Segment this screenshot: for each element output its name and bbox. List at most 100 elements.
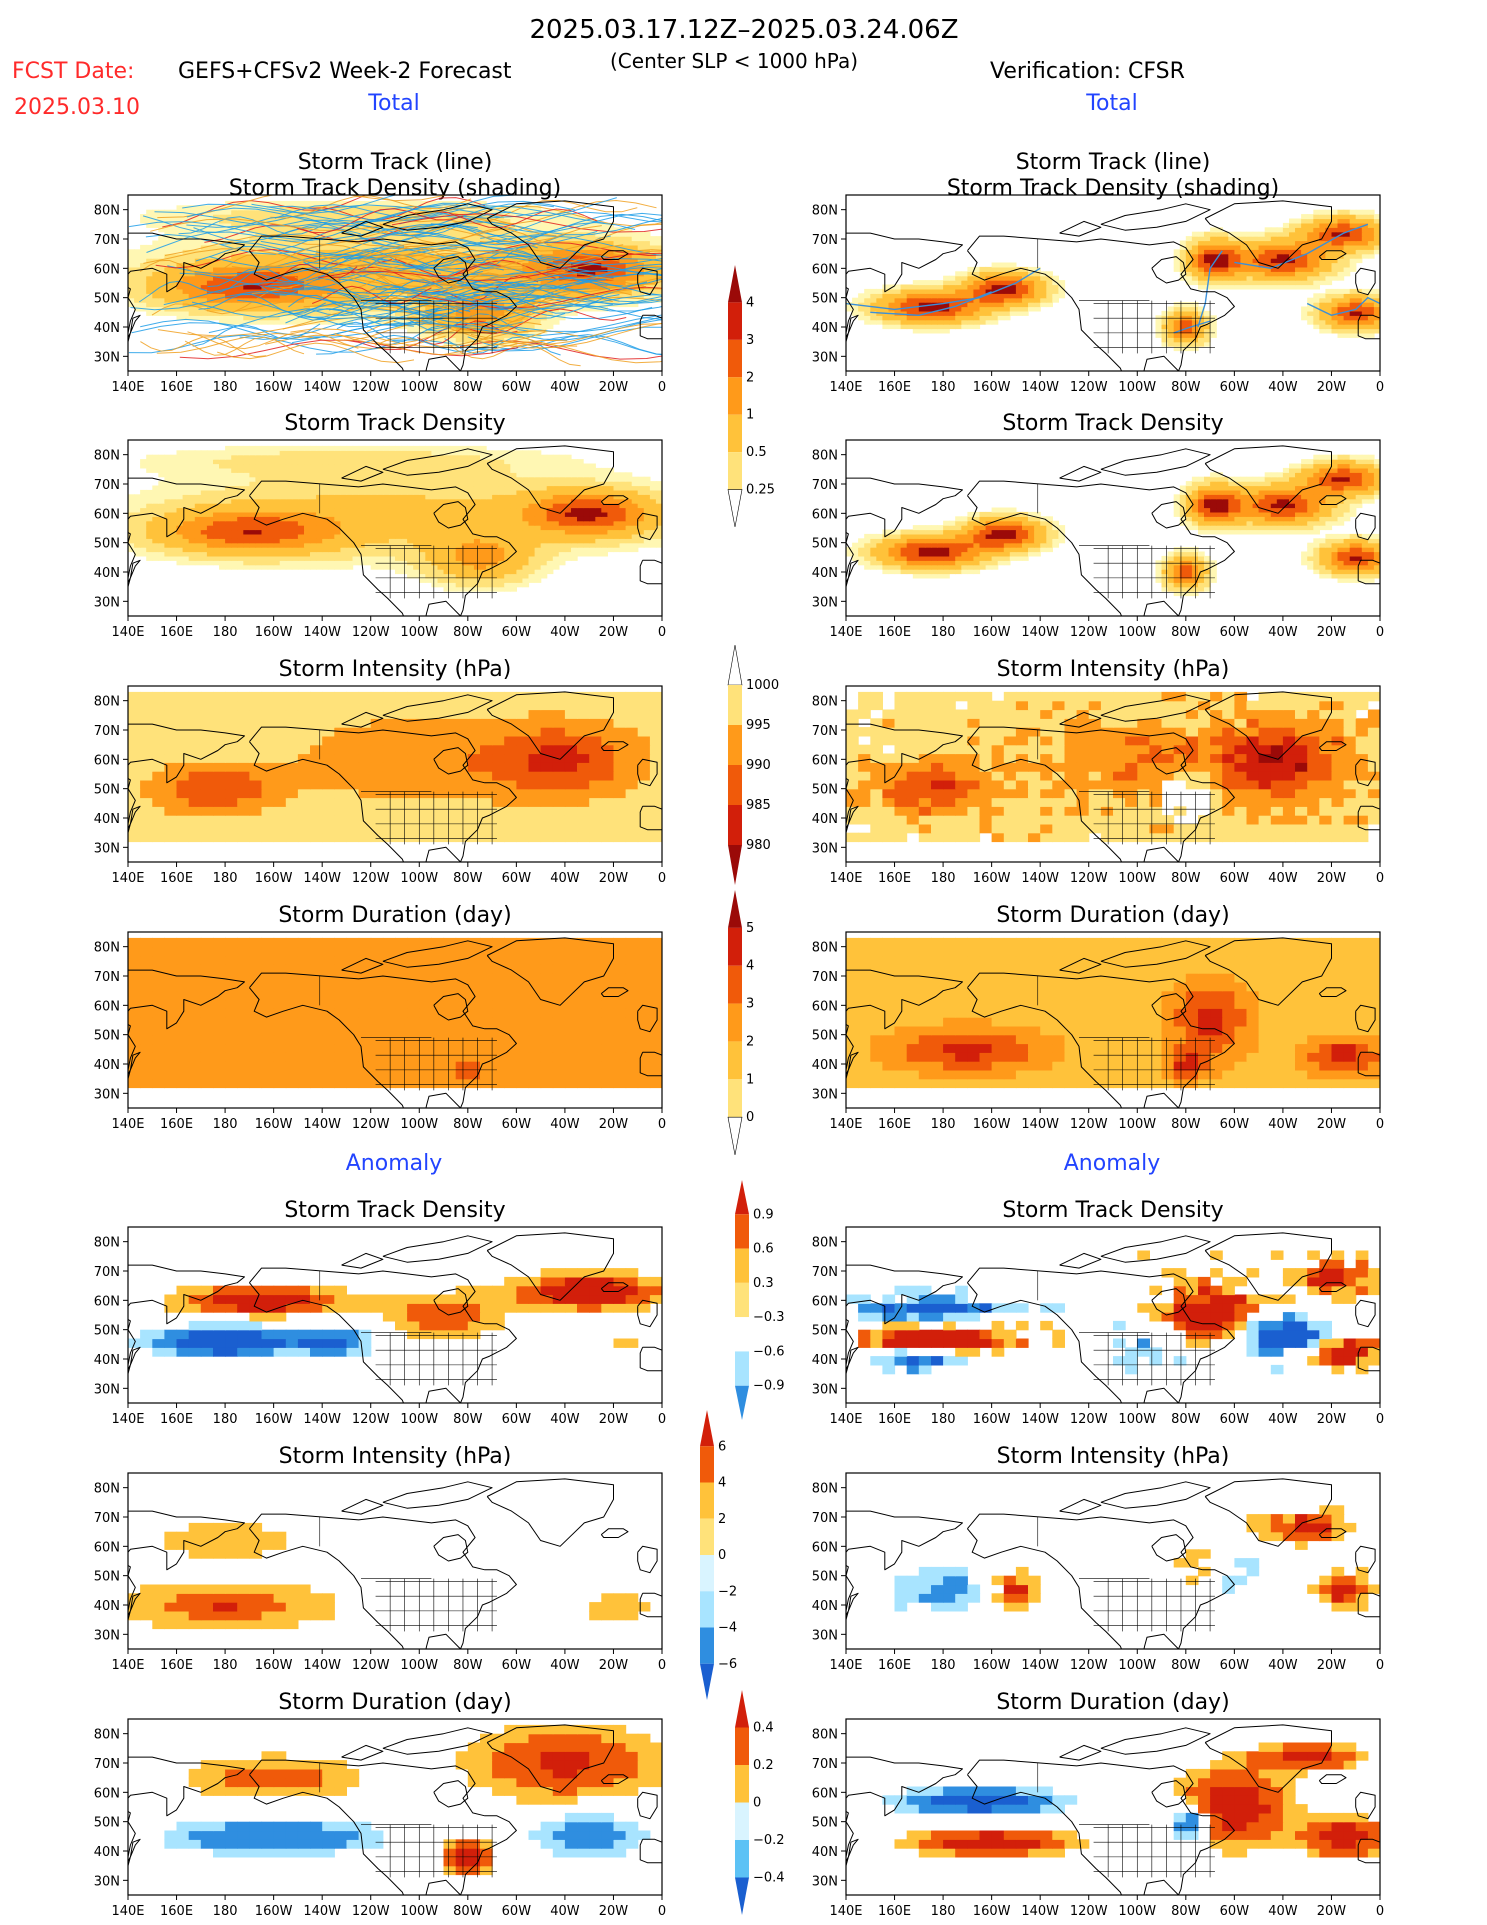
field-cell bbox=[1361, 310, 1369, 316]
field-cell bbox=[194, 205, 202, 211]
field-cell bbox=[206, 315, 214, 321]
field-cell bbox=[1301, 218, 1308, 224]
field-cell bbox=[937, 302, 944, 308]
field-cell bbox=[419, 564, 426, 570]
field-cell bbox=[219, 529, 226, 535]
field-cell bbox=[534, 533, 542, 539]
field-cell bbox=[1185, 315, 1193, 321]
field-cell bbox=[1167, 337, 1175, 343]
field-cell bbox=[589, 240, 596, 246]
x-tick-label: 140E bbox=[829, 380, 862, 395]
field-cell bbox=[443, 529, 451, 535]
field-cell bbox=[455, 555, 463, 561]
field-cell bbox=[571, 310, 578, 316]
field-cell bbox=[206, 310, 214, 316]
field-cell bbox=[540, 214, 548, 220]
field-cell bbox=[213, 284, 220, 290]
field-cell bbox=[492, 236, 499, 242]
field-cell bbox=[1355, 240, 1363, 246]
field-cell bbox=[425, 564, 432, 570]
field-cell bbox=[328, 520, 335, 526]
field-cell bbox=[376, 302, 384, 308]
field-cell bbox=[1282, 275, 1290, 281]
field-cell bbox=[237, 275, 244, 281]
field-cell bbox=[134, 249, 141, 255]
field-cell bbox=[388, 275, 396, 281]
field-cell bbox=[231, 302, 238, 308]
field-cell bbox=[273, 293, 281, 299]
field-cell bbox=[486, 280, 493, 286]
field-cell bbox=[516, 511, 524, 517]
field-cell bbox=[322, 244, 329, 250]
field-cell bbox=[973, 280, 981, 286]
field-cell bbox=[382, 547, 390, 553]
field-cell bbox=[267, 516, 275, 522]
storm-track-line bbox=[1306, 296, 1380, 317]
field-cell bbox=[291, 306, 299, 312]
field-cell bbox=[431, 319, 439, 325]
field-cell bbox=[188, 284, 196, 290]
field-cell bbox=[291, 538, 299, 544]
field-cell bbox=[473, 209, 481, 215]
field-cell bbox=[1319, 302, 1326, 308]
field-cell bbox=[231, 315, 238, 321]
field-cell bbox=[991, 266, 999, 272]
field-cell bbox=[128, 529, 135, 535]
field-cell bbox=[882, 324, 890, 330]
field-cell bbox=[273, 516, 281, 522]
field-cell bbox=[358, 205, 366, 211]
field-cell bbox=[931, 293, 938, 299]
field-cell bbox=[340, 542, 348, 548]
field-cell bbox=[140, 538, 147, 544]
field-cell bbox=[894, 324, 902, 330]
field-cell bbox=[419, 328, 426, 334]
field-cell bbox=[583, 258, 590, 264]
field-cell bbox=[973, 310, 981, 316]
field-cell bbox=[943, 302, 950, 308]
field-cell bbox=[949, 280, 956, 286]
field-cell bbox=[937, 324, 944, 330]
field-cell bbox=[1015, 302, 1023, 308]
field-cell bbox=[1240, 280, 1248, 286]
field-cell bbox=[595, 503, 602, 509]
field-cell bbox=[522, 266, 530, 272]
field-cell bbox=[395, 542, 402, 548]
field-cell bbox=[1337, 324, 1345, 330]
field-cell bbox=[1034, 306, 1041, 312]
field-cell bbox=[1191, 262, 1199, 268]
field-cell bbox=[1246, 253, 1254, 259]
field-cell bbox=[571, 551, 578, 557]
storm-track-line bbox=[274, 195, 514, 219]
field-cell bbox=[188, 258, 196, 264]
field-cell bbox=[237, 533, 244, 539]
field-cell bbox=[655, 511, 662, 517]
field-cell bbox=[595, 551, 602, 557]
field-cell bbox=[279, 205, 287, 211]
field-cell bbox=[558, 547, 566, 553]
field-cell bbox=[1355, 306, 1363, 312]
field-cell bbox=[1343, 310, 1351, 316]
field-cell bbox=[243, 511, 250, 517]
field-cell bbox=[1337, 315, 1345, 321]
field-cell bbox=[1307, 315, 1314, 321]
field-cell bbox=[1276, 280, 1284, 286]
field-cell bbox=[943, 288, 950, 294]
field-cell bbox=[1185, 319, 1193, 325]
field-cell bbox=[255, 258, 263, 264]
field-cell bbox=[279, 302, 287, 308]
field-cell bbox=[231, 319, 238, 325]
field-cell bbox=[388, 266, 396, 272]
field-cell bbox=[900, 293, 908, 299]
field-cell bbox=[1301, 253, 1308, 259]
field-cell bbox=[328, 560, 335, 566]
field-cell bbox=[352, 262, 360, 268]
field-cell bbox=[1252, 266, 1260, 272]
field-cell bbox=[625, 503, 633, 509]
field-cell bbox=[206, 498, 214, 504]
field-cell bbox=[407, 525, 414, 531]
field-cell bbox=[225, 284, 232, 290]
field-cell bbox=[1252, 271, 1260, 277]
field-cell bbox=[649, 280, 657, 286]
field-cell bbox=[1216, 227, 1223, 233]
field-cell bbox=[1343, 306, 1351, 312]
